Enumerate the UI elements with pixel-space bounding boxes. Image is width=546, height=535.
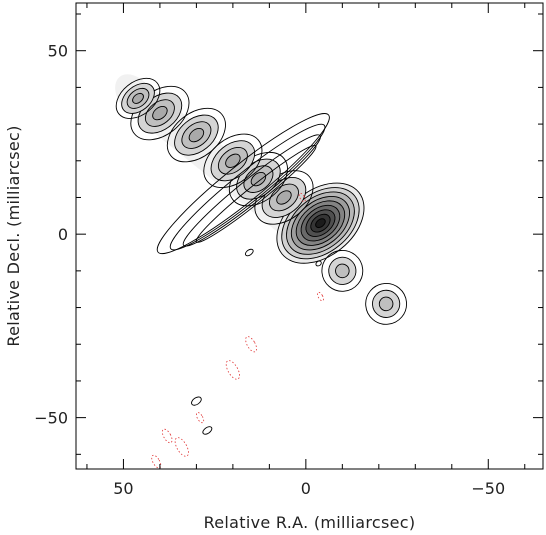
positive-contours bbox=[115, 77, 407, 435]
contour-jet-knot-6 bbox=[132, 92, 144, 104]
negative-contour bbox=[196, 412, 205, 424]
tick-labels: 50 0 −50 50 0 −50 bbox=[34, 42, 505, 498]
contour-counter-blob-2 bbox=[378, 296, 394, 312]
negative-contours bbox=[151, 192, 324, 469]
negative-contour bbox=[245, 336, 257, 353]
contour-jet-knot-4 bbox=[188, 127, 205, 143]
y-tick-label-50: 50 bbox=[48, 42, 68, 61]
contour-jet-knot-6 bbox=[115, 77, 161, 119]
x-axis-title: Relative R.A. (milliarcsec) bbox=[204, 513, 416, 532]
negative-contour bbox=[317, 291, 324, 302]
axis-ticks bbox=[76, 3, 543, 469]
contour-jet-knot-3 bbox=[225, 153, 241, 168]
jet-envelope-contour bbox=[156, 113, 330, 255]
contour-jet-knot-1 bbox=[276, 190, 292, 205]
contour-counter-blob-1 bbox=[335, 263, 350, 279]
small-contour bbox=[244, 248, 254, 257]
jet-envelope-contour bbox=[169, 123, 326, 251]
x-tick-label-50: 50 bbox=[113, 479, 133, 498]
small-contour bbox=[315, 260, 322, 267]
contour-counter-blob-1 bbox=[321, 249, 364, 292]
small-contour bbox=[202, 426, 213, 435]
contour-inner-jet bbox=[315, 218, 326, 229]
negative-contour bbox=[298, 192, 306, 203]
contour-jet-knot-5 bbox=[152, 105, 168, 121]
small-contour bbox=[191, 396, 202, 406]
x-tick-label-minus50: −50 bbox=[471, 479, 505, 498]
contour-jet-knot-3 bbox=[203, 133, 263, 188]
negative-contour bbox=[161, 428, 173, 444]
contour-jet-knot-2 bbox=[250, 171, 267, 187]
y-tick-label-0: 0 bbox=[58, 225, 68, 244]
contour-counter-blob-2 bbox=[365, 283, 407, 325]
jet-envelope-contour bbox=[195, 145, 317, 243]
y-tick-label-minus50: −50 bbox=[34, 409, 68, 428]
x-tick-label-0: 0 bbox=[301, 479, 311, 498]
negative-contour bbox=[174, 437, 189, 457]
negative-contour bbox=[225, 360, 240, 380]
negative-contour bbox=[151, 454, 162, 469]
y-axis-title: Relative Decl. (milliarcsec) bbox=[4, 125, 23, 346]
jet-envelope-contour bbox=[182, 134, 321, 247]
contour-jet-knot-4 bbox=[166, 107, 226, 163]
plot-frame bbox=[75, 2, 544, 470]
